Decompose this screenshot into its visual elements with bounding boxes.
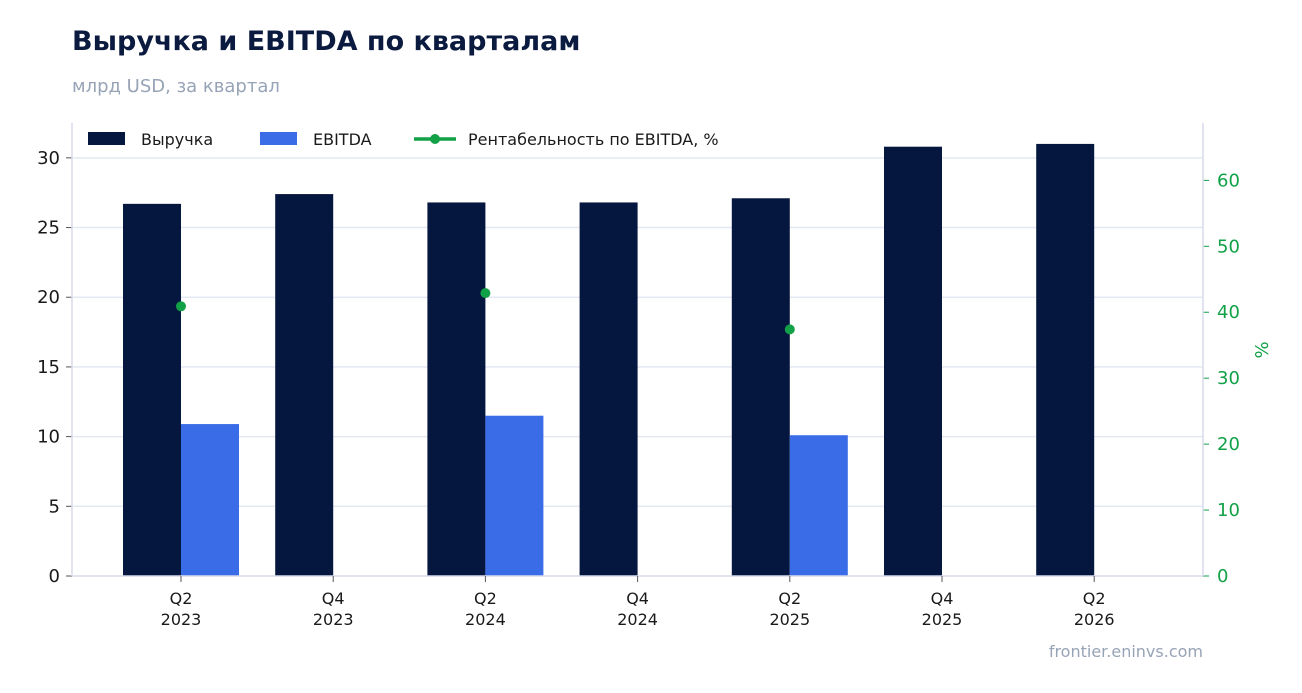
- x-tick-label: 2024: [617, 610, 658, 629]
- x-tick-label: 2024: [465, 610, 506, 629]
- y2-axis-label: %: [1252, 341, 1273, 358]
- legend: Выручка EBITDA Рентабельность по EBITDA, %: [88, 130, 719, 149]
- legend-label-ebitda: EBITDA: [313, 130, 372, 149]
- y-tick-label: 10: [37, 427, 60, 448]
- y-tick-label: 30: [37, 148, 60, 169]
- y2-tick-label: 0: [1217, 566, 1228, 587]
- legend-swatch-margin-marker: [430, 134, 440, 144]
- x-tick-label: 2025: [922, 610, 963, 629]
- x-tick-label: 2025: [769, 610, 810, 629]
- revenue-bar: [427, 202, 486, 577]
- y-tick-label: 20: [37, 287, 60, 308]
- chart-subtitle: млрд USD, за квартал: [72, 76, 280, 97]
- y-tick-label: 5: [49, 496, 60, 517]
- legend-swatch-revenue: [88, 132, 125, 145]
- margin-point: [480, 288, 491, 299]
- ebitda-bar: [485, 415, 544, 576]
- y2-tick-label: 10: [1217, 500, 1240, 521]
- y-tick-label: 0: [49, 566, 60, 587]
- revenue-bar: [884, 146, 942, 577]
- x-tick-label: Q4: [322, 589, 345, 608]
- legend-label-revenue: Выручка: [141, 130, 213, 149]
- x-tick-label: Q2: [170, 589, 193, 608]
- x-tick-label: Q2: [1083, 589, 1106, 608]
- x-tick-label: Q4: [931, 589, 954, 608]
- margin-point: [176, 301, 186, 312]
- x-tick-label: Q4: [626, 589, 649, 608]
- revenue-bar: [275, 194, 334, 576]
- axes: 0510152025300102030405060%Q22023Q42023Q2…: [37, 123, 1273, 629]
- chart-title: Выручка и EBITDA по кварталам: [72, 26, 581, 57]
- x-tick-label: 2023: [313, 610, 354, 629]
- y2-tick-label: 20: [1217, 434, 1240, 455]
- y-tick-label: 15: [37, 357, 60, 378]
- y2-tick-label: 50: [1217, 236, 1240, 257]
- y-tick-label: 25: [37, 218, 60, 239]
- margin-markers: [176, 288, 795, 335]
- revenue-bar: [579, 202, 638, 577]
- y2-tick-label: 60: [1217, 170, 1240, 191]
- legend-label-margin: Рентабельность по EBITDA, %: [468, 130, 719, 149]
- x-tick-label: 2026: [1074, 610, 1115, 629]
- ebitda-bar: [789, 435, 848, 576]
- legend-swatch-ebitda: [260, 132, 297, 145]
- x-tick-label: Q2: [778, 589, 801, 608]
- source-label: frontier.eninvs.com: [1048, 642, 1203, 661]
- x-tick-label: Q2: [474, 589, 497, 608]
- revenue-bar: [1036, 143, 1095, 576]
- x-tick-label: 2023: [161, 610, 202, 629]
- revenue-bar: [123, 203, 181, 576]
- revenue-bar: [731, 198, 790, 576]
- ebitda-bar: [181, 424, 239, 576]
- y2-tick-label: 40: [1217, 302, 1240, 323]
- bars: [123, 143, 1095, 577]
- y2-tick-label: 30: [1217, 368, 1240, 389]
- margin-point: [784, 324, 795, 335]
